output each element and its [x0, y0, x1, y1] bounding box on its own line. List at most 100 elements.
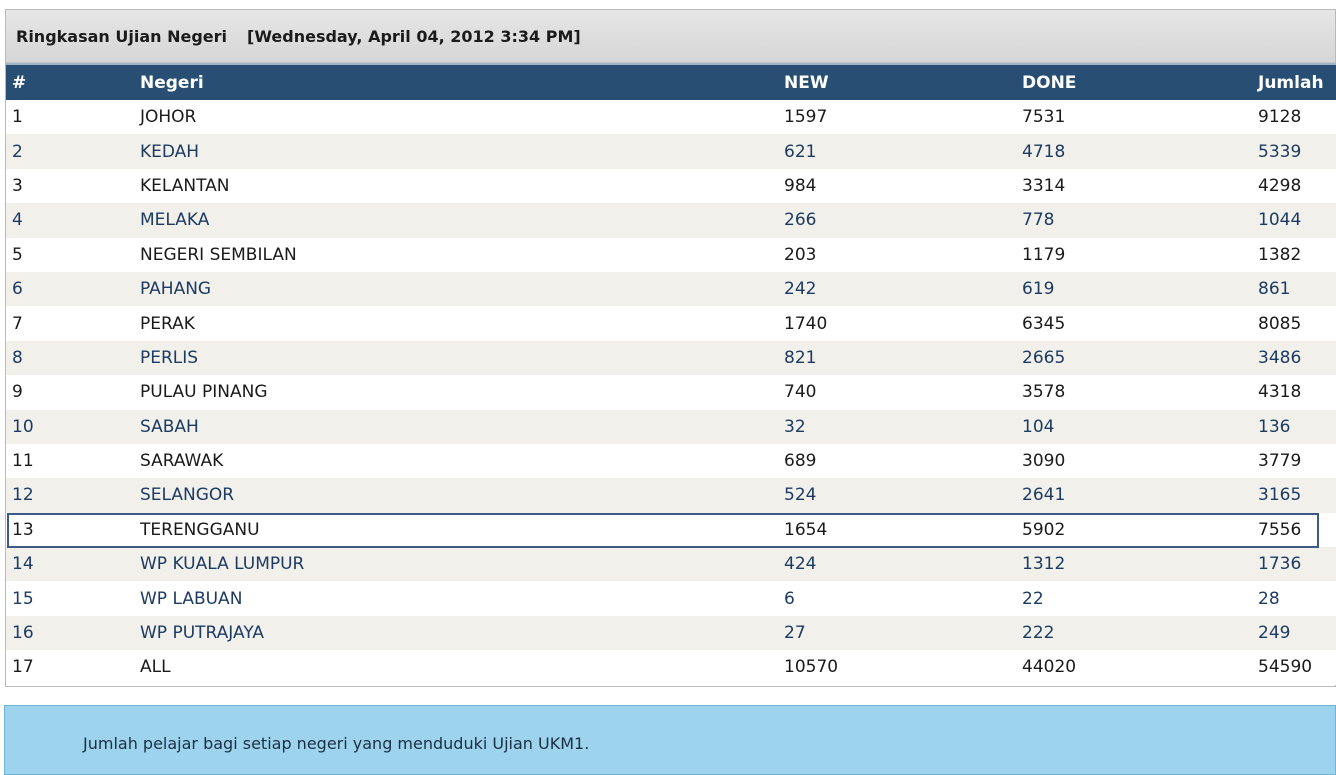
- cell-negeri[interactable]: JOHOR: [130, 100, 784, 135]
- cell-number: 7: [6, 306, 130, 341]
- cell-number: 14: [6, 547, 130, 582]
- table-row[interactable]: 11 SARAWAK 689 3090 3779: [6, 443, 1336, 479]
- cell-number: 4: [6, 203, 130, 238]
- cell-number: 6: [6, 271, 130, 307]
- table-row[interactable]: 10 SABAH 32 104 136: [6, 409, 1336, 444]
- cell-done: 222: [1022, 615, 1258, 651]
- col-header-jumlah[interactable]: Jumlah: [1258, 63, 1336, 100]
- col-header-new[interactable]: NEW: [784, 63, 1022, 100]
- table-row[interactable]: 13 TERENGGANU 1654 5902 7556: [6, 512, 1336, 548]
- cell-jumlah: 54590: [1258, 650, 1336, 685]
- cell-jumlah: 1382: [1258, 237, 1336, 272]
- table-row[interactable]: 9 PULAU PINANG 740 3578 4318: [6, 375, 1336, 410]
- col-header-number[interactable]: #: [6, 63, 130, 100]
- cell-done: 7531: [1022, 100, 1258, 135]
- cell-negeri[interactable]: WP PUTRAJAYA: [130, 615, 784, 651]
- cell-done: 2665: [1022, 340, 1258, 376]
- cell-jumlah: 3486: [1258, 340, 1336, 376]
- cell-number: 11: [6, 443, 130, 479]
- cell-negeri[interactable]: SARAWAK: [130, 443, 784, 479]
- cell-negeri[interactable]: MELAKA: [130, 203, 784, 238]
- cell-new: 740: [784, 375, 1022, 410]
- table-row[interactable]: 4 MELAKA 266 778 1044: [6, 203, 1336, 238]
- cell-jumlah: 1736: [1258, 547, 1336, 582]
- info-text: Jumlah pelajar bagi setiap negeri yang m…: [83, 734, 590, 753]
- cell-jumlah: 1044: [1258, 203, 1336, 238]
- cell-negeri[interactable]: NEGERI SEMBILAN: [130, 237, 784, 272]
- table-row[interactable]: 17 ALL 10570 44020 54590: [6, 650, 1336, 685]
- cell-negeri[interactable]: PERLIS: [130, 340, 784, 376]
- cell-new: 621: [784, 134, 1022, 169]
- table-row[interactable]: 5 NEGERI SEMBILAN 203 1179 1382: [6, 237, 1336, 272]
- cell-new: 6: [784, 581, 1022, 616]
- cell-number: 1: [6, 100, 130, 135]
- table-row[interactable]: 15 WP LABUAN 6 22 28: [6, 581, 1336, 616]
- table-row[interactable]: 7 PERAK 1740 6345 8085: [6, 306, 1336, 341]
- cell-negeri[interactable]: WP LABUAN: [130, 581, 784, 616]
- cell-new: 203: [784, 237, 1022, 272]
- cell-done: 22: [1022, 581, 1258, 616]
- cell-done: 104: [1022, 409, 1258, 444]
- cell-done: 5902: [1022, 512, 1258, 548]
- cell-negeri[interactable]: KELANTAN: [130, 168, 784, 204]
- cell-new: 32: [784, 409, 1022, 444]
- cell-number: 3: [6, 168, 130, 204]
- cell-negeri[interactable]: ALL: [130, 650, 784, 685]
- state-summary-table: # Negeri NEW DONE Jumlah 1 JOHOR 1597 7531 9…: [6, 63, 1336, 685]
- cell-new: 424: [784, 547, 1022, 582]
- cell-negeri[interactable]: SABAH: [130, 409, 784, 444]
- cell-jumlah: 4318: [1258, 375, 1336, 410]
- info-box: Jumlah pelajar bagi setiap negeri yang m…: [4, 705, 1336, 775]
- cell-negeri[interactable]: WP KUALA LUMPUR: [130, 547, 784, 582]
- cell-done: 1312: [1022, 547, 1258, 582]
- cell-negeri[interactable]: PULAU PINANG: [130, 375, 784, 410]
- cell-jumlah: 5339: [1258, 134, 1336, 169]
- cell-jumlah: 9128: [1258, 100, 1336, 135]
- cell-done: 3578: [1022, 375, 1258, 410]
- cell-jumlah: 136: [1258, 409, 1336, 444]
- cell-done: 2641: [1022, 478, 1258, 513]
- cell-jumlah: 4298: [1258, 168, 1336, 204]
- cell-number: 12: [6, 478, 130, 513]
- table-row[interactable]: 2 KEDAH 621 4718 5339: [6, 134, 1336, 169]
- cell-number: 10: [6, 409, 130, 444]
- cell-new: 1597: [784, 100, 1022, 135]
- cell-negeri[interactable]: TERENGGANU: [130, 512, 784, 548]
- cell-number: 17: [6, 650, 130, 685]
- cell-done: 619: [1022, 271, 1258, 307]
- table-row[interactable]: 6 PAHANG 242 619 861: [6, 271, 1336, 307]
- cell-new: 524: [784, 478, 1022, 513]
- cell-negeri[interactable]: SELANGOR: [130, 478, 784, 513]
- table-row[interactable]: 8 PERLIS 821 2665 3486: [6, 340, 1336, 376]
- cell-negeri[interactable]: PAHANG: [130, 271, 784, 307]
- cell-jumlah: 3779: [1258, 443, 1336, 479]
- cell-number: 2: [6, 134, 130, 169]
- table-row[interactable]: 16 WP PUTRAJAYA 27 222 249: [6, 615, 1336, 651]
- table-row[interactable]: 14 WP KUALA LUMPUR 424 1312 1736: [6, 547, 1336, 582]
- cell-jumlah: 28: [1258, 581, 1336, 616]
- cell-new: 689: [784, 443, 1022, 479]
- cell-new: 27: [784, 615, 1022, 651]
- panel-title: Ringkasan Ujian Negeri: [16, 26, 228, 46]
- cell-number: 5: [6, 237, 130, 272]
- cell-jumlah: 3165: [1258, 478, 1336, 513]
- cell-number: 16: [6, 615, 130, 651]
- table-row[interactable]: 3 KELANTAN 984 3314 4298: [6, 168, 1336, 204]
- panel-header: Ringkasan Ujian Negeri [Wednesday, April …: [6, 10, 1335, 63]
- table-row[interactable]: 1 JOHOR 1597 7531 9128: [6, 100, 1336, 135]
- cell-negeri[interactable]: PERAK: [130, 306, 784, 341]
- cell-done: 3314: [1022, 168, 1258, 204]
- cell-number: 9: [6, 375, 130, 410]
- cell-jumlah: 8085: [1258, 306, 1336, 341]
- cell-negeri[interactable]: KEDAH: [130, 134, 784, 169]
- col-header-done[interactable]: DONE: [1022, 63, 1258, 100]
- table-row[interactable]: 12 SELANGOR 524 2641 3165: [6, 478, 1336, 513]
- panel-timestamp: [Wednesday, April 04, 2012 3:34 PM]: [247, 26, 581, 46]
- cell-jumlah: 861: [1258, 271, 1336, 307]
- table-header-row: # Negeri NEW DONE Jumlah: [6, 63, 1336, 100]
- cell-done: 1179: [1022, 237, 1258, 272]
- cell-done: 3090: [1022, 443, 1258, 479]
- summary-panel: Ringkasan Ujian Negeri [Wednesday, April …: [5, 9, 1336, 687]
- cell-done: 44020: [1022, 650, 1258, 685]
- col-header-negeri[interactable]: Negeri: [130, 63, 784, 100]
